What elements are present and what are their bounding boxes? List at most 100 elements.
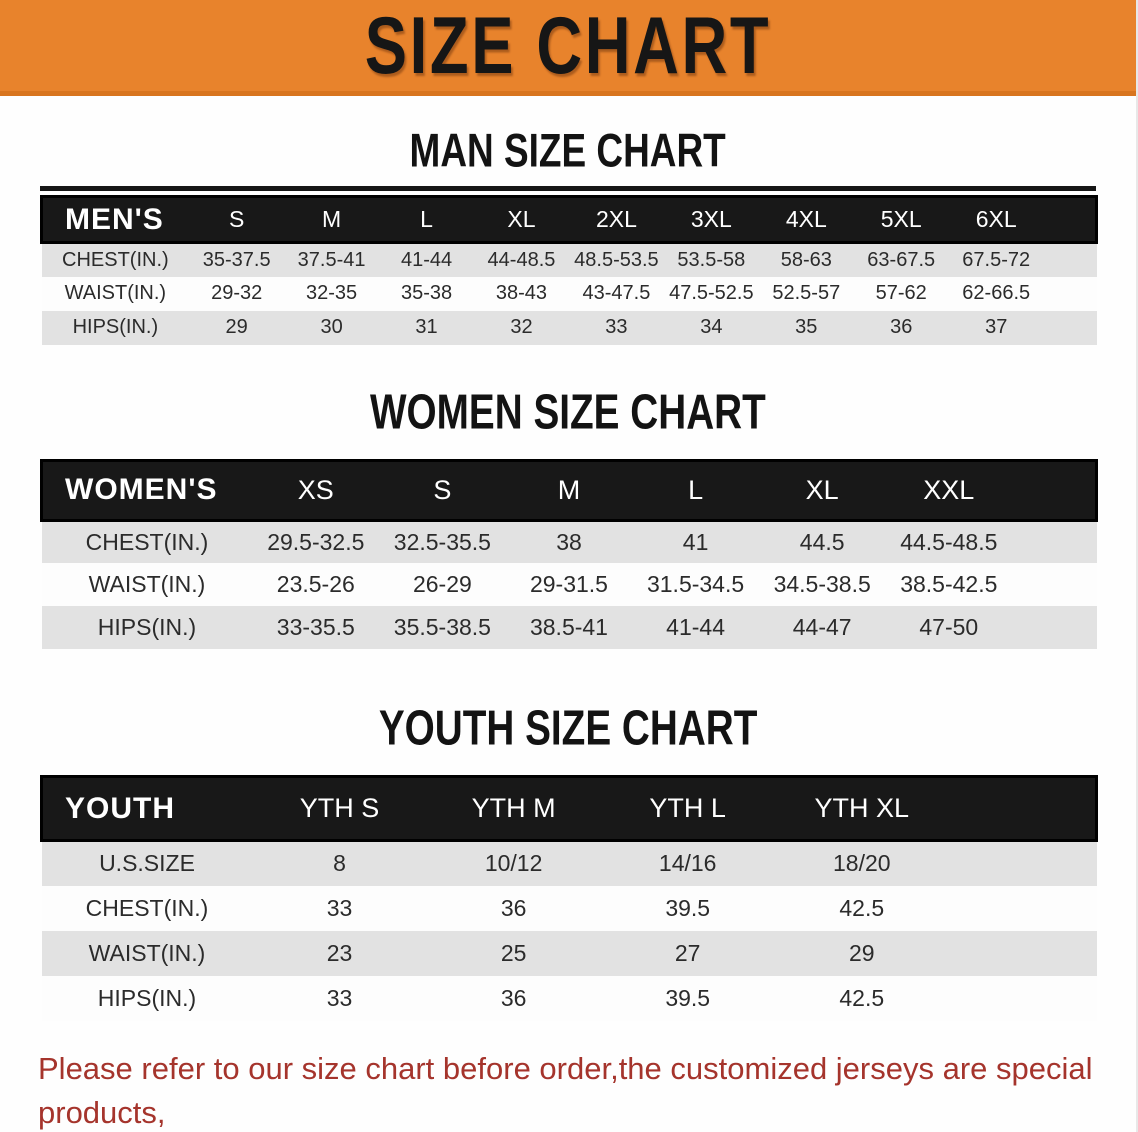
size-value-cell: 38 [556,528,582,555]
size-column-header: YTH M [471,793,556,823]
size-column-header: 2XL [595,206,637,232]
size-value-cell: 10/12 [484,850,543,877]
table-header-row: MEN'S S M L XL 2XL 3XL 4XL 5XL 6XL [41,196,1097,243]
size-value-cell: 33-35.5 [276,614,355,640]
spacer-cell [1044,277,1097,311]
size-value-cell: 57-62 [875,282,927,304]
spacer-cell [1044,197,1097,243]
table-row: HIPS(IN.) 29 30 31 32 33 34 35 36 37 [41,310,1097,345]
table-corner-label: MEN'S [65,202,164,236]
size-value-cell: 32-35 [306,282,358,304]
measurement-label: HIPS(IN.) [97,984,197,1011]
size-value-cell: 32.5-35.5 [393,528,491,555]
table-row: CHEST(IN.) 33 36 39.5 42.5 [41,885,1097,931]
size-value-cell: 41 [682,528,709,555]
banner: SIZE CHART [0,0,1136,96]
size-value-cell: 52.5-57 [772,282,841,304]
table-row: HIPS(IN.) 33-35.5 35.5-38.5 38.5-41 41-44 44-… [41,606,1097,649]
size-value-cell: 67.5-72 [962,248,1031,271]
size-value-cell: 63-67.5 [867,248,936,271]
size-value-cell: 34.5-38.5 [773,571,871,597]
size-column-header: YTH XL [814,793,910,823]
size-value-cell: 33 [326,894,353,921]
size-column-header: S [228,206,245,232]
size-value-cell: 26-29 [412,571,472,597]
size-column-header: YTH S [299,793,380,823]
women-section-title: WOMEN SIZE CHART [0,384,1136,440]
size-value-cell: 8 [333,850,346,877]
spacer-cell [1044,243,1097,277]
measurement-label: CHEST(IN.) [85,894,209,921]
man-section-title: MAN SIZE CHART [0,124,1136,177]
size-value-cell: 29-31.5 [529,571,608,597]
disclaimer: Please refer to our size chart before or… [38,1047,1098,1132]
size-value-cell: 39.5 [665,984,711,1011]
size-value-cell: 53.5-58 [677,248,746,271]
size-value-cell: 30 [320,316,343,338]
size-column-header: L [688,474,704,505]
size-column-header: YTH L [649,793,726,823]
banner-title: SIZE CHART [364,0,772,91]
size-value-cell: 44-47 [792,614,852,640]
spacer-cell [1012,460,1096,520]
table-row: CHEST(IN.) 35-37.5 37.5-41 41-44 44-48.5 48.5… [41,242,1097,277]
women-section-title-text: WOMEN SIZE CHART [370,384,766,440]
spacer-cell [1012,563,1096,606]
size-value-cell: 47-50 [919,614,979,640]
size-value-cell: 43-47.5 [582,282,651,304]
measurement-label: CHEST(IN.) [85,528,209,555]
measurement-label: WAIST(IN.) [88,939,206,966]
table-header-row: WOMEN'S XS S M L XL XXL [41,460,1097,520]
youth-size-table: YOUTH YTH S YTH M YTH L YTH XL U.S.SIZE 8 10/12… [40,775,1098,1021]
women-size-table: WOMEN'S XS S M L XL XXL CHEST(IN.) 29.5-32.5 32.5… [40,459,1098,649]
size-value-cell: 33 [605,316,628,338]
measurement-label: WAIST(IN.) [64,282,167,304]
size-value-cell: 29.5-32.5 [267,528,365,555]
size-value-cell: 29-32 [211,282,263,304]
youth-section-title: YOUTH SIZE CHART [0,701,1136,756]
size-value-cell: 29 [848,939,875,966]
size-column-header: 6XL [975,206,1017,232]
size-value-cell: 27 [674,939,701,966]
size-value-cell: 34 [700,316,723,338]
disclaimer-line-1: Please refer to our size chart before or… [38,1050,1093,1130]
size-value-cell: 33 [326,984,353,1011]
size-value-cell: 35-37.5 [202,248,271,271]
size-column-header: XS [297,474,334,505]
table-header-row: YOUTH YTH S YTH M YTH L YTH XL [41,776,1097,841]
youth-section-title-text: YOUTH SIZE CHART [378,701,758,756]
size-value-cell: 48.5-53.5 [574,248,659,271]
measurement-label: WAIST(IN.) [88,571,206,597]
spacer-cell [949,976,1097,1021]
man-section-title-text: MAN SIZE CHART [409,124,727,177]
size-value-cell: 37.5-41 [297,248,366,271]
size-column-header: M [322,206,342,232]
size-value-cell: 47.5-52.5 [669,282,754,304]
table-row: WAIST(IN.) 23.5-26 26-29 29-31.5 31.5-34.5 34… [41,563,1097,606]
size-column-header: L [420,206,433,232]
spacer-cell [949,777,1097,841]
size-value-cell: 32 [510,316,533,338]
spacer-cell [949,886,1097,931]
size-value-cell: 18/20 [832,850,891,877]
size-value-cell: 31.5-34.5 [646,571,745,597]
men-size-table: MEN'S S M L XL 2XL 3XL 4XL 5XL 6XL CHEST(IN.) 35-37… [40,195,1098,345]
size-value-cell: 14/16 [658,850,717,877]
size-value-cell: 44.5 [799,528,845,555]
size-value-cell: 36 [500,984,527,1011]
size-value-cell: 58-63 [780,248,832,271]
size-value-cell: 42.5 [839,984,885,1011]
size-value-cell: 23.5-26 [276,571,355,597]
size-value-cell: 29 [225,316,248,338]
table-row: WAIST(IN.) 29-32 32-35 35-38 38-43 43-47.5 47.… [41,276,1097,311]
size-value-cell: 31 [415,316,438,338]
table-row: WAIST(IN.) 23 25 27 29 [41,930,1097,976]
size-value-cell: 36 [500,894,527,921]
size-column-header: 4XL [785,206,827,232]
size-column-header: 5XL [880,206,922,232]
size-value-cell: 41-44 [400,248,453,271]
spacer-cell [1044,311,1097,345]
size-column-header: 3XL [690,206,732,232]
table-corner-label: WOMEN'S [65,473,218,506]
